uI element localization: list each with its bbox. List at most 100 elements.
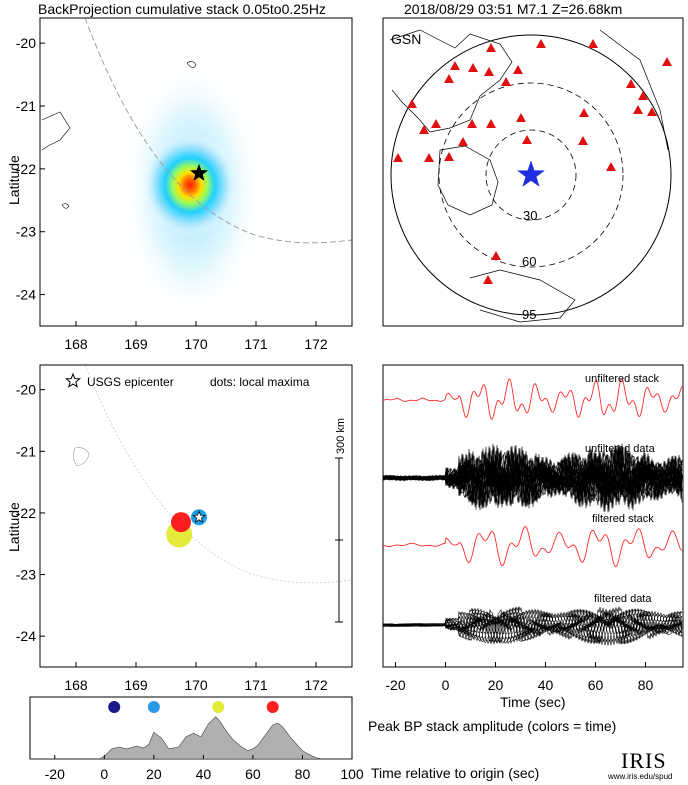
station-icon bbox=[522, 135, 532, 144]
peak-xtick-label: 60 bbox=[245, 766, 261, 782]
maxima-dots bbox=[166, 509, 207, 548]
usgs-epicenter-star-icon bbox=[192, 510, 206, 523]
maxima-ylabel: Latitude bbox=[6, 502, 22, 552]
bp-xtick-label: 169 bbox=[124, 336, 148, 352]
station-icon bbox=[419, 125, 429, 134]
peak-area bbox=[30, 716, 352, 760]
station-icon bbox=[486, 43, 496, 52]
station-icon bbox=[626, 79, 636, 88]
peak-xtick-label: 100 bbox=[340, 766, 364, 782]
iris-logo: IRIS www.iris.edu/spud bbox=[607, 748, 672, 781]
legend-epicenter-label: USGS epicenter bbox=[87, 375, 174, 389]
traces-xtick-label: 20 bbox=[488, 677, 504, 693]
scale-label: 300 km bbox=[335, 418, 347, 454]
usgs-legend-star-icon bbox=[64, 372, 82, 388]
gsn-ring-60 bbox=[438, 82, 624, 268]
traces-axes bbox=[382, 364, 684, 668]
island-outline bbox=[186, 61, 197, 68]
station-icon bbox=[536, 39, 546, 48]
unfiltered-data-trace bbox=[383, 445, 683, 508]
peak-ticks: -20 0 20 40 60 80 100 bbox=[45, 755, 364, 782]
maxima-ticks: 168 169 170 171 172 -20 -21 -22 -23 -24 bbox=[16, 382, 328, 693]
iris-logo-text: IRIS bbox=[621, 748, 667, 773]
unfiltered-data-trace bbox=[383, 446, 683, 512]
station-icon bbox=[647, 107, 657, 116]
peak-time-dot bbox=[147, 701, 160, 713]
maxima-xtick-label: 168 bbox=[64, 677, 88, 693]
bp-ytick-label: -23 bbox=[16, 224, 36, 240]
peak-time-dot bbox=[266, 701, 279, 713]
peak-xtick-label: 0 bbox=[100, 766, 108, 782]
peak-xtick-label: 80 bbox=[295, 766, 311, 782]
bp-xtick-label: 171 bbox=[244, 336, 268, 352]
peak-time-dot bbox=[108, 701, 121, 713]
trace-label-unfiltered-data: unfiltered data bbox=[585, 443, 656, 455]
gsn-ring-60-label: 60 bbox=[522, 254, 536, 269]
traces-xtick-label: 40 bbox=[538, 677, 554, 693]
traces-xlabel: Time (sec) bbox=[500, 694, 566, 710]
coast-outline-faint bbox=[73, 447, 90, 467]
iris-logo-url: www.iris.edu/spud bbox=[607, 772, 672, 781]
local-maximum-dot bbox=[171, 512, 191, 533]
epicenter-star-icon bbox=[190, 163, 208, 181]
peak-xtick-label: -20 bbox=[45, 766, 65, 782]
bp-ytick-label: -24 bbox=[16, 287, 36, 303]
trench-line-faint bbox=[84, 365, 352, 584]
unfiltered-data-trace bbox=[383, 446, 683, 509]
peak-time-dot bbox=[212, 701, 225, 713]
island-small-outline bbox=[61, 203, 70, 209]
gsn-outer-ring bbox=[390, 34, 672, 316]
station-icon bbox=[638, 91, 648, 100]
bp-ylabel: Latitude bbox=[6, 155, 22, 205]
station-icon bbox=[407, 99, 417, 108]
legend-dots-label: dots: local maxima bbox=[210, 375, 310, 389]
station-icon bbox=[393, 153, 403, 162]
station-icon bbox=[633, 105, 643, 114]
continent-americas-outline bbox=[599, 29, 669, 151]
left-title: BackProjection cumulative stack 0.05to0.… bbox=[38, 1, 326, 17]
maxima-xtick-label: 169 bbox=[124, 677, 148, 693]
station-icon bbox=[450, 61, 460, 70]
peak-panel: -20 0 20 40 60 80 100 Peak BP stack amplitude … bbox=[29, 696, 616, 782]
traces-ticks: -20 0 20 40 60 80 bbox=[385, 662, 653, 693]
station-icon bbox=[484, 67, 494, 76]
gsn-stations bbox=[393, 39, 672, 284]
trace-label-filtered-data: filtered data bbox=[594, 593, 652, 605]
station-icon bbox=[483, 275, 493, 284]
station-icon bbox=[468, 63, 478, 72]
bp-heat-blob bbox=[142, 133, 238, 237]
peak-xlabel: Time relative to origin (sec) bbox=[371, 765, 539, 781]
peak-title: Peak BP stack amplitude (colors = time) bbox=[368, 718, 616, 734]
station-icon bbox=[458, 137, 468, 146]
traces-xtick-label: 0 bbox=[442, 677, 450, 693]
bp-panel: 168 169 170 171 172 -20 -21 -22 -23 -24 bbox=[16, 17, 353, 352]
station-icon bbox=[579, 108, 589, 117]
filtered-data-trace bbox=[383, 608, 683, 646]
trench-line bbox=[84, 18, 352, 244]
station-icon bbox=[501, 77, 511, 86]
trace-label-unfiltered-stack: unfiltered stack bbox=[585, 373, 659, 385]
bp-ytick-label: -22 bbox=[16, 161, 36, 177]
filtered-stack-trace bbox=[383, 525, 683, 568]
peak-xtick-label: 40 bbox=[196, 766, 212, 782]
station-icon bbox=[431, 119, 441, 128]
peak-xtick-label: 20 bbox=[146, 766, 162, 782]
gsn-ring-30-label: 30 bbox=[523, 208, 537, 223]
station-icon bbox=[444, 152, 454, 161]
continent-antarctica-outline bbox=[469, 269, 576, 323]
bp-ytick-label: -21 bbox=[16, 98, 36, 114]
station-icon bbox=[467, 119, 477, 128]
gsn-panel: GSN 30 60 95 bbox=[382, 17, 684, 327]
peak-time-dots bbox=[108, 701, 279, 713]
station-icon bbox=[444, 74, 454, 83]
maxima-ytick-label: -20 bbox=[16, 382, 36, 398]
bp-ytick-label: -20 bbox=[16, 35, 36, 51]
maxima-ytick-label: -21 bbox=[16, 443, 36, 459]
traces-xtick-label: 80 bbox=[638, 677, 654, 693]
station-icon bbox=[588, 39, 598, 48]
station-icon bbox=[662, 57, 672, 66]
bp-epicenter-star bbox=[190, 163, 208, 181]
traces-xtick-label: 60 bbox=[588, 677, 604, 693]
station-icon bbox=[606, 162, 616, 171]
